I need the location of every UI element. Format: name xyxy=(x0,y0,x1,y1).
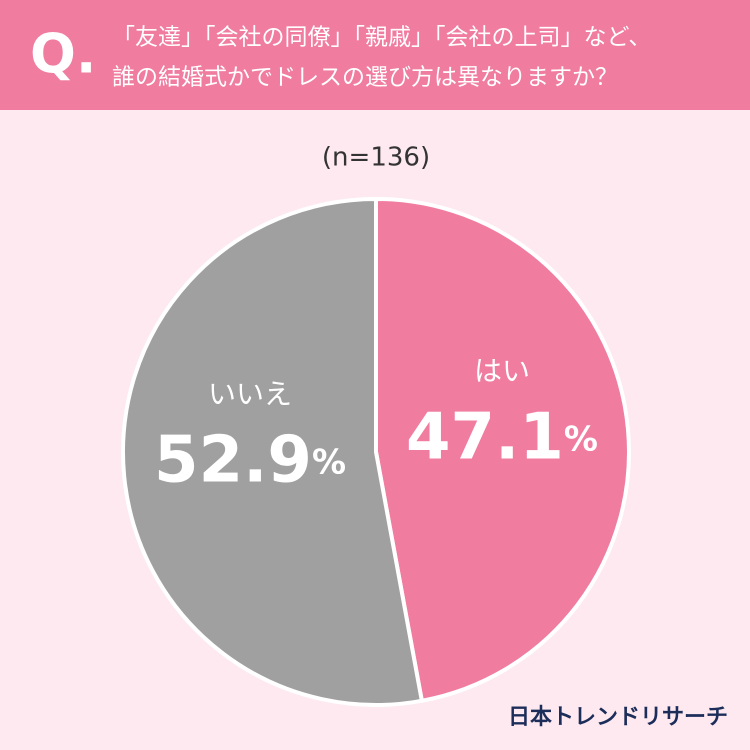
slice-label: いいえ xyxy=(208,378,292,411)
pie-slice xyxy=(121,196,425,707)
value-label: 47.1% xyxy=(406,400,598,474)
pie: はい 47.1% いいえ 52.9% xyxy=(121,196,631,707)
subtitle: (n=136) xyxy=(322,143,430,173)
header-band xyxy=(0,0,750,110)
pie-slice xyxy=(374,196,631,704)
chart-title: 「友達」「会社の同僚」「親戚」「会社の上司」など、 xyxy=(112,25,651,51)
value-label: 52.9% xyxy=(154,423,346,497)
slice-label: はい xyxy=(474,354,530,387)
source-logo: 日本トレンドリサーチ xyxy=(508,705,728,730)
chart-title: 誰の結婚式かでドレスの選び方は異なりますか？ xyxy=(112,65,618,91)
question-mark: Q. xyxy=(30,23,96,86)
